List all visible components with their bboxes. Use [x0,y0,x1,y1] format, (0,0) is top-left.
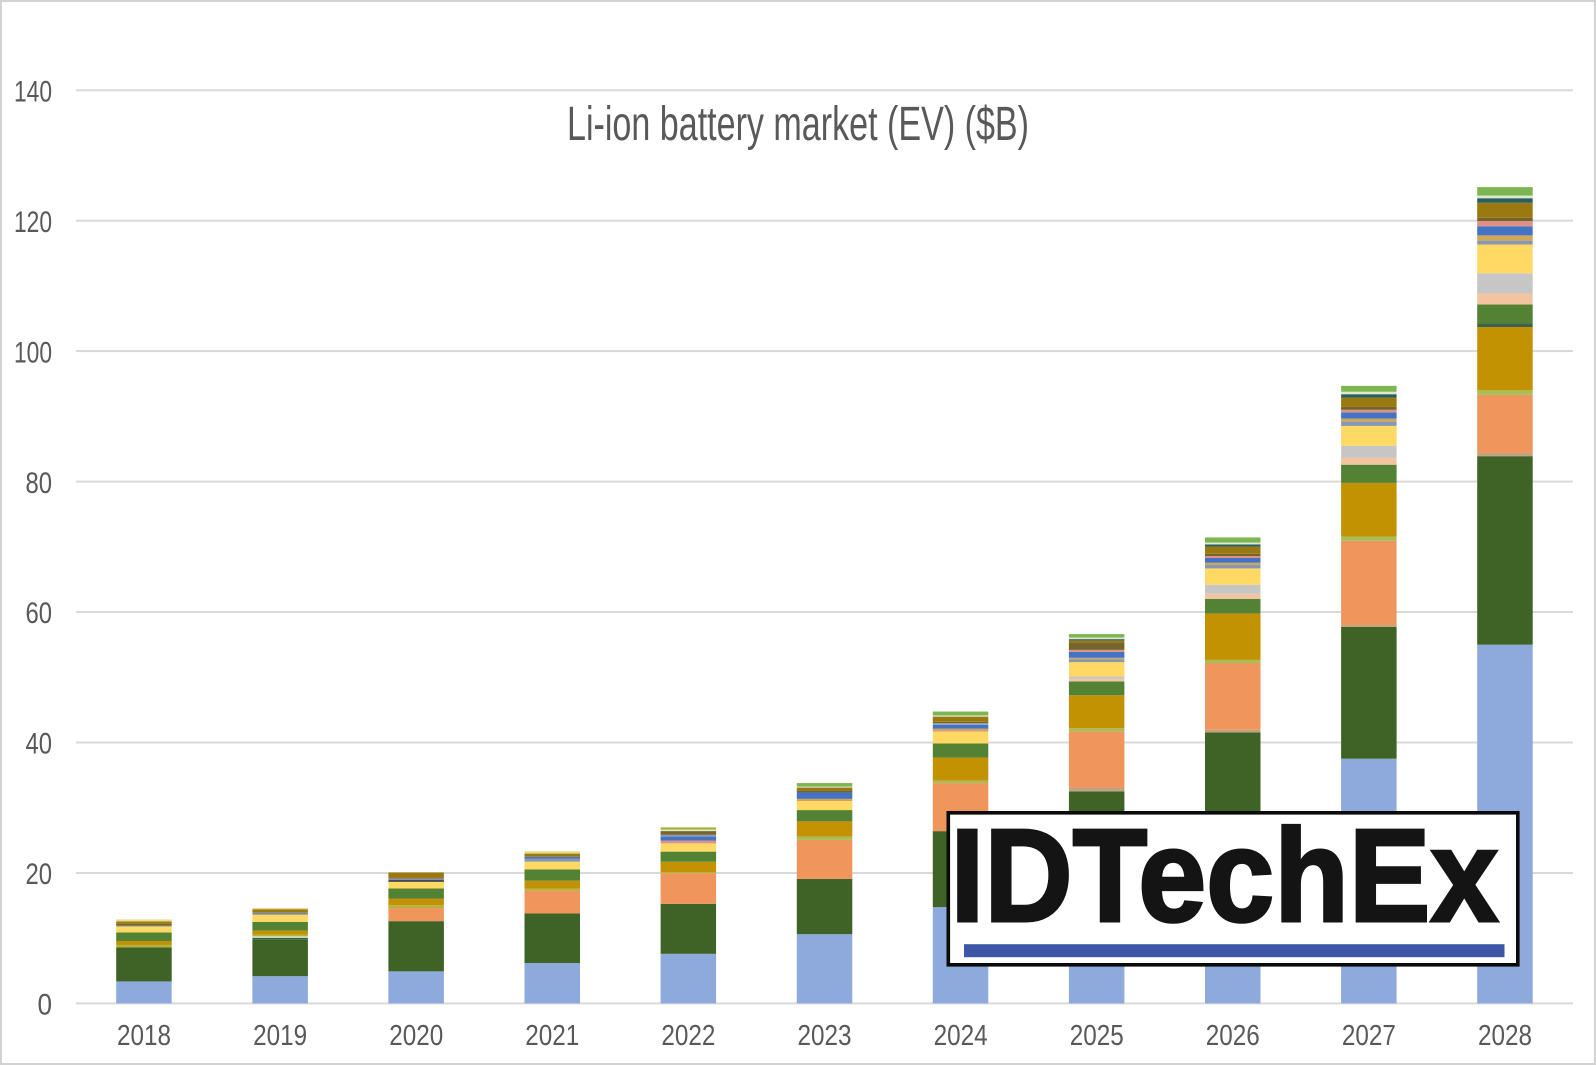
svg-text:140: 140 [14,76,52,109]
svg-text:120: 120 [14,206,52,239]
svg-text:2020: 2020 [389,1020,443,1052]
svg-text:20: 20 [26,858,53,891]
svg-text:2025: 2025 [1070,1020,1124,1052]
svg-text:2021: 2021 [525,1020,579,1052]
svg-text:2026: 2026 [1206,1020,1260,1052]
svg-text:2018: 2018 [117,1020,171,1052]
svg-text:100: 100 [14,336,52,369]
svg-text:40: 40 [26,728,53,761]
svg-text:0: 0 [38,989,53,1022]
svg-text:60: 60 [26,597,53,630]
svg-text:2024: 2024 [934,1020,988,1052]
svg-text:Li-ion battery market (EV) ($B: Li-ion battery market (EV) ($B) [567,98,1029,151]
svg-text:2023: 2023 [798,1020,852,1052]
svg-text:2019: 2019 [253,1020,307,1052]
svg-text:IDTechEx: IDTechEx [950,802,1498,949]
svg-text:2027: 2027 [1342,1020,1396,1052]
svg-text:2022: 2022 [661,1020,715,1052]
svg-text:2028: 2028 [1478,1020,1532,1052]
svg-text:80: 80 [26,467,53,500]
